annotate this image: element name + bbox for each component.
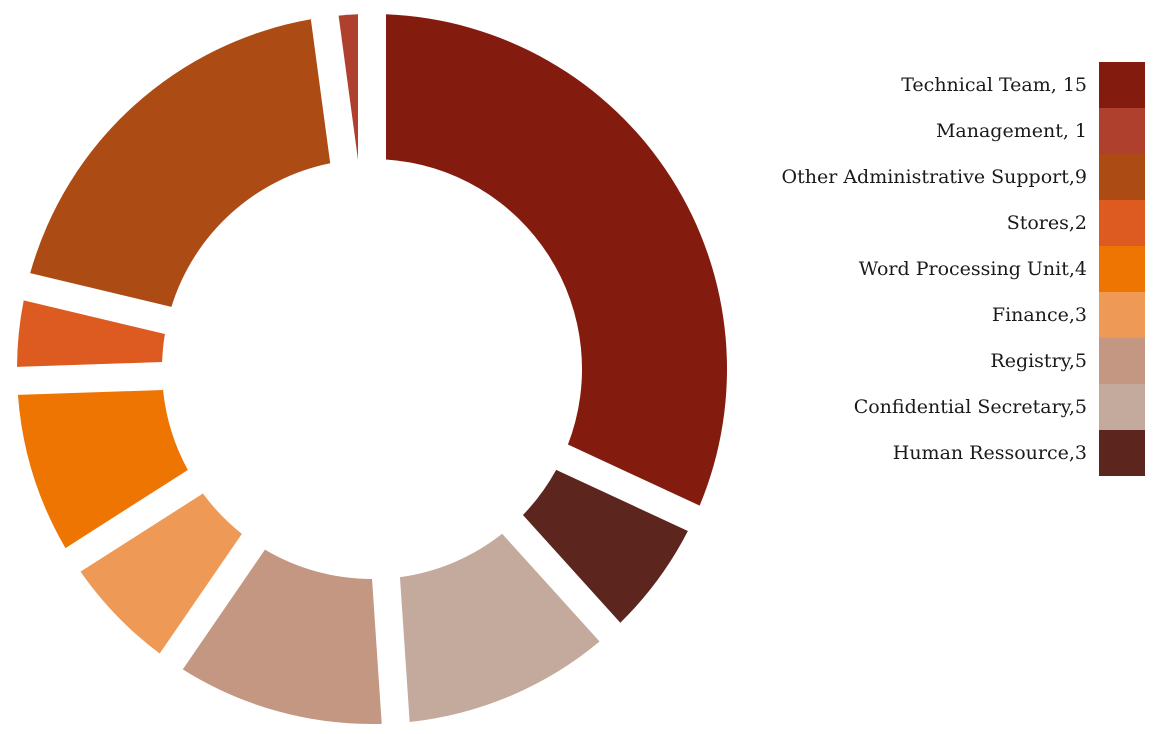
slice-confidential-secretary bbox=[399, 533, 600, 722]
slice-word-processing-unit bbox=[17, 389, 188, 549]
slice-management bbox=[338, 14, 359, 160]
legend-swatch bbox=[1099, 384, 1145, 430]
legend-item-management: Management, 1 bbox=[725, 108, 1145, 154]
slice-stores bbox=[17, 300, 165, 367]
legend-label: Other Administrative Support,9 bbox=[781, 166, 1088, 188]
legend-swatch bbox=[1099, 338, 1145, 384]
legend-item-word-processing-unit: Word Processing Unit,4 bbox=[725, 246, 1145, 292]
legend-swatch bbox=[1099, 200, 1145, 246]
legend-item-finance: Finance,3 bbox=[725, 292, 1145, 338]
legend-item-human-ressource: Human Ressource,3 bbox=[725, 430, 1145, 476]
legend-swatch bbox=[1099, 430, 1145, 476]
slice-technical-team bbox=[385, 14, 727, 506]
donut-slices bbox=[17, 14, 727, 724]
slice-human-ressource bbox=[522, 469, 688, 623]
legend-item-other-administrative-support: Other Administrative Support,9 bbox=[725, 154, 1145, 200]
legend-label: Human Ressource,3 bbox=[892, 442, 1087, 464]
slice-other-administrative-support bbox=[30, 19, 331, 307]
legend-label: Finance,3 bbox=[991, 304, 1087, 326]
legend-label: Registry,5 bbox=[990, 350, 1087, 372]
legend-label: Stores,2 bbox=[1006, 212, 1087, 234]
legend-item-confidential-secretary: Confidential Secretary,5 bbox=[725, 384, 1145, 430]
legend-item-stores: Stores,2 bbox=[725, 200, 1145, 246]
chart-legend: Technical Team, 15 Management, 1 Other A… bbox=[725, 62, 1145, 476]
slice-finance bbox=[80, 493, 242, 654]
legend-item-technical-team: Technical Team, 15 bbox=[725, 62, 1145, 108]
legend-item-registry: Registry,5 bbox=[725, 338, 1145, 384]
legend-label: Confidential Secretary,5 bbox=[853, 396, 1087, 418]
legend-swatch bbox=[1099, 246, 1145, 292]
legend-label: Word Processing Unit,4 bbox=[858, 258, 1087, 280]
legend-label: Management, 1 bbox=[935, 120, 1087, 142]
legend-swatch bbox=[1099, 292, 1145, 338]
legend-swatch bbox=[1099, 154, 1145, 200]
slice-registry bbox=[182, 549, 382, 724]
legend-swatch bbox=[1099, 108, 1145, 154]
legend-label: Technical Team, 15 bbox=[901, 74, 1087, 96]
legend-swatch bbox=[1099, 62, 1145, 108]
